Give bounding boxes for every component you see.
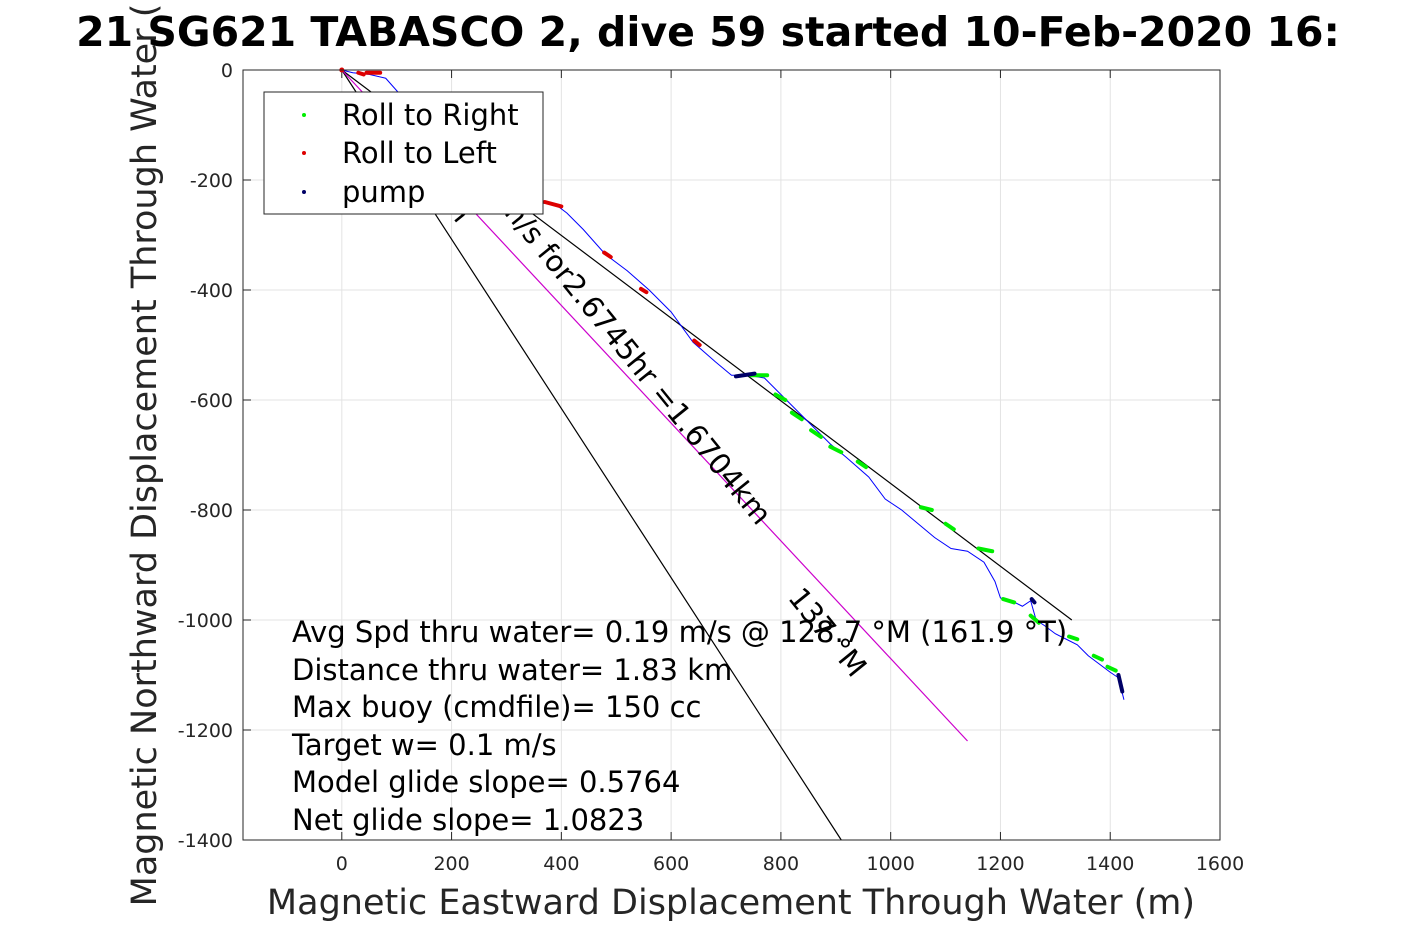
roll-right-marker — [1105, 664, 1118, 673]
axes-box — [242, 69, 1221, 841]
x-tick-label: 800 — [763, 853, 799, 875]
pump-marker — [1116, 673, 1125, 694]
stats-annotations: Avg Spd thru water= 0.19 m/s @ 128.7 °M … — [291, 615, 1067, 837]
x-tick-label: 1400 — [1086, 853, 1134, 875]
roll-right-marker — [1091, 653, 1104, 662]
x-tick-label: 1000 — [866, 853, 914, 875]
legend-label-roll-left: Roll to Left — [342, 136, 497, 170]
annotation-target-w: Target w= 0.1 m/s — [291, 728, 557, 762]
y-tick-label: -1400 — [178, 830, 233, 852]
pump-marker — [1029, 597, 1037, 605]
x-tick-label: 0 — [336, 853, 348, 875]
legend-label-roll-right: Roll to Right — [342, 98, 519, 132]
chart-title: 21 SG621 TABASCO 2, dive 59 started 10-F… — [76, 8, 1340, 56]
annotation-avg-speed: Avg Spd thru water= 0.19 m/s @ 128.7 °M … — [292, 615, 1067, 649]
y-tick-label: -1000 — [178, 610, 233, 632]
annotation-net-slope: Net glide slope= 1.0823 — [292, 803, 644, 837]
roll-right-marker — [809, 428, 823, 439]
roll-left-marker — [692, 338, 702, 347]
roll-left-marker — [356, 70, 366, 77]
roll-right-marker — [789, 410, 804, 422]
x-tick-label: 400 — [543, 853, 579, 875]
roll-right-marker — [1067, 634, 1080, 642]
y-tick-label: -600 — [190, 390, 233, 412]
roll-right-marker — [918, 505, 934, 512]
legend-box — [263, 91, 544, 215]
roll-left-marker — [542, 200, 564, 209]
roll-left-marker — [638, 286, 649, 295]
y-tick-label: 0 — [221, 60, 233, 82]
roll-right-marker — [828, 444, 844, 455]
y-axis-ticks: 0 -200 -400 -600 -800 -1000 -1200 -1400 — [178, 60, 1220, 852]
pump-marker — [733, 371, 757, 379]
x-tick-label: 200 — [433, 853, 469, 875]
roll-right-marker — [855, 459, 868, 470]
y-tick-label: -1200 — [178, 720, 233, 742]
legend-label-pump: pump — [342, 175, 425, 209]
roll-right-marker — [1001, 597, 1017, 605]
x-tick-label: 1200 — [976, 853, 1024, 875]
legend-marker-roll-right — [302, 113, 306, 117]
roll-right-marker — [773, 392, 788, 402]
x-axis-ticks: 0 200 400 600 800 1000 1200 1400 1600 — [336, 70, 1244, 875]
annotation-model-slope: Model glide slope= 0.5764 — [292, 765, 680, 799]
y-axis-label: Magnetic Northward Displacement Through … — [125, 4, 165, 907]
legend-marker-roll-left — [302, 151, 306, 155]
roll-right-marker — [1028, 613, 1041, 625]
roll-left-marker — [602, 250, 613, 259]
annotation-distance: Distance thru water= 1.83 km — [292, 653, 732, 687]
y-tick-label: -200 — [190, 170, 233, 192]
roll-right-marker — [943, 521, 956, 532]
x-tick-label: 600 — [653, 853, 689, 875]
roll-right-marker — [976, 546, 995, 554]
legend-marker-pump — [302, 190, 306, 194]
annotation-max-buoy: Max buoy (cmdfile)= 150 cc — [292, 690, 701, 724]
x-tick-label: 1600 — [1196, 853, 1244, 875]
y-tick-label: -400 — [190, 280, 233, 302]
x-axis-label: Magnetic Eastward Displacement Through W… — [267, 883, 1195, 923]
y-tick-label: -800 — [190, 500, 233, 522]
legend: Roll to Right Roll to Left pump — [263, 91, 544, 215]
